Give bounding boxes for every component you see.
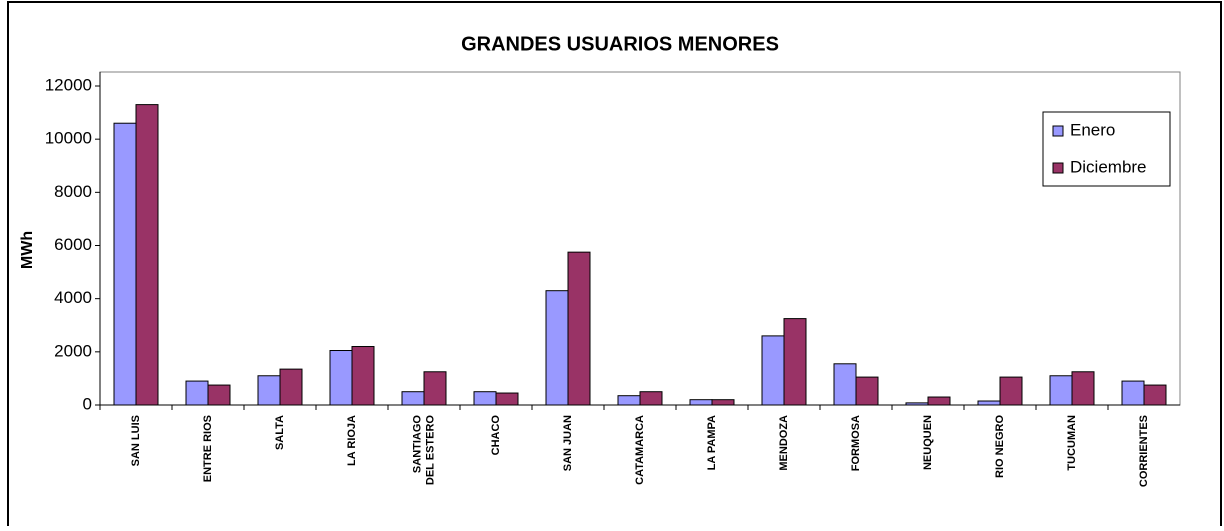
bar bbox=[329, 350, 353, 406]
x-tick-label: ENTRE RIOS bbox=[202, 415, 214, 482]
x-tick-label: SALTA bbox=[274, 415, 286, 450]
bar bbox=[135, 104, 159, 406]
y-tick-label: 10000 bbox=[45, 129, 92, 148]
bar bbox=[999, 376, 1023, 406]
legend-swatch bbox=[1052, 125, 1064, 137]
bar bbox=[711, 399, 735, 406]
x-tick-label: LA PAMPA bbox=[706, 415, 718, 470]
bar bbox=[351, 346, 375, 406]
x-tick-label: RIO NEGRO bbox=[994, 415, 1006, 478]
y-tick-label: 4000 bbox=[54, 288, 92, 307]
x-tick-label: SANTIAGODEL ESTERO bbox=[411, 415, 436, 486]
bar bbox=[185, 380, 209, 406]
y-axis-label: MWh bbox=[19, 231, 36, 269]
bar bbox=[1049, 375, 1073, 406]
chart-title: GRANDES USUARIOS MENORES bbox=[461, 33, 779, 55]
bar bbox=[545, 290, 569, 406]
bar bbox=[473, 391, 497, 406]
bar bbox=[689, 399, 713, 406]
bar bbox=[423, 371, 447, 406]
bar bbox=[927, 396, 951, 406]
bar bbox=[977, 400, 1001, 406]
bar bbox=[207, 384, 231, 406]
y-tick-label: 6000 bbox=[54, 235, 92, 254]
bar bbox=[1121, 380, 1145, 406]
y-tick-label: 8000 bbox=[54, 182, 92, 201]
x-tick-label: CORRIENTES bbox=[1138, 415, 1150, 487]
y-tick-label: 2000 bbox=[54, 341, 92, 360]
legend-label: Diciembre bbox=[1070, 157, 1147, 176]
bar bbox=[1143, 384, 1167, 406]
x-tick-label: SAN LUIS bbox=[130, 415, 142, 466]
x-tick-label: TUCUMAN bbox=[1066, 415, 1078, 471]
legend: Enero Diciembre bbox=[1042, 111, 1171, 187]
bar bbox=[855, 376, 879, 406]
bar bbox=[495, 392, 519, 406]
bar bbox=[279, 368, 303, 406]
bar bbox=[783, 318, 807, 406]
x-tick-label: NEUQUEN bbox=[922, 415, 934, 470]
x-tick-label: SAN JUAN bbox=[562, 415, 574, 471]
y-tick-label: 0 bbox=[83, 394, 92, 413]
x-tick-label: CHACO bbox=[490, 415, 502, 456]
x-tick-label: MENDOZA bbox=[778, 415, 790, 471]
bar bbox=[639, 391, 663, 406]
bar bbox=[257, 375, 281, 406]
x-tick-label: FORMOSA bbox=[850, 415, 862, 471]
bar bbox=[113, 122, 137, 406]
bar bbox=[401, 391, 425, 406]
x-tick-label: LA RIOJA bbox=[346, 415, 358, 466]
plot-area bbox=[99, 71, 1181, 406]
y-tick-label: 12000 bbox=[45, 75, 92, 94]
bar bbox=[761, 335, 785, 406]
bar bbox=[1071, 371, 1095, 406]
legend-label: Enero bbox=[1070, 120, 1115, 139]
legend-swatch bbox=[1052, 162, 1064, 174]
bar bbox=[617, 395, 641, 406]
legend-box bbox=[1042, 111, 1171, 187]
bar bbox=[567, 251, 591, 406]
bar bbox=[833, 363, 857, 406]
x-tick-label: CATAMARCA bbox=[634, 415, 646, 485]
